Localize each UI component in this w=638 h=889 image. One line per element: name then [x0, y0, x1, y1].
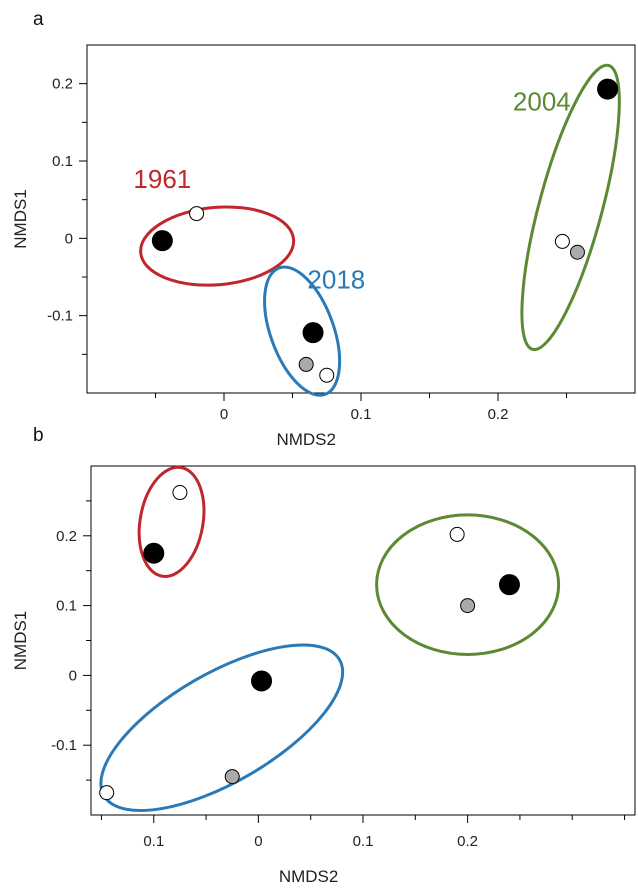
y-tick-label: 0 — [65, 230, 73, 247]
x-tick-label: 0.1 — [351, 406, 372, 423]
panel-letter: a — [33, 9, 44, 30]
point-gray — [224, 769, 240, 785]
point-black — [597, 78, 619, 100]
group-label: 1961 — [133, 164, 191, 194]
y-tick-label: -0.1 — [47, 308, 73, 325]
point-black — [498, 574, 520, 596]
y-axis-title: NMDS1 — [11, 189, 30, 249]
confidence-ellipse — [375, 513, 561, 656]
y-tick-label: 0.2 — [56, 528, 77, 545]
point-black — [151, 230, 173, 252]
panel-letter: b — [33, 425, 44, 446]
group-3 — [375, 513, 561, 656]
confidence-ellipse — [99, 643, 345, 812]
y-tick-label: 0 — [69, 667, 77, 684]
x-tick-label: 0 — [220, 406, 228, 423]
point-white — [189, 206, 205, 222]
confidence-ellipse — [520, 63, 621, 352]
point-black — [302, 322, 324, 344]
x-axis-title: NMDS2 — [276, 430, 336, 449]
confidence-ellipse — [139, 205, 296, 287]
panel-a: a 0 0.1 0.2 0.2 0.1 0 -0.1 NMDS2 NMDS1 1961 2018 200… — [11, 9, 636, 449]
point-gray — [569, 244, 585, 260]
group-1 — [137, 465, 206, 578]
point-white — [172, 485, 188, 501]
y-tick-label: 0.2 — [52, 76, 73, 93]
x-axis-title: NMDS2 — [279, 867, 339, 886]
confidence-ellipse — [137, 465, 206, 578]
point-white — [554, 233, 570, 249]
group-2004: 2004 — [513, 63, 621, 352]
y-tick-label: 0.1 — [56, 598, 77, 615]
y-tick-label: 0.1 — [52, 153, 73, 170]
x-tick-label: 0.2 — [488, 406, 509, 423]
group-label: 2004 — [513, 87, 571, 117]
y-axis-title: NMDS1 — [11, 611, 30, 671]
point-white — [449, 526, 465, 542]
point-black — [143, 542, 165, 564]
x-tick-label: 0 — [254, 833, 262, 850]
point-white — [319, 367, 335, 383]
point-gray — [298, 356, 314, 372]
group-2018: 2018 — [263, 265, 365, 397]
point-white — [99, 785, 115, 801]
panel-b: b 0.1 0 0.1 0.2 0.2 0.1 0 -0.1 NMDS2 NMDS1 — [11, 425, 636, 886]
point-black — [251, 670, 273, 692]
x-tick-label: 0.1 — [143, 833, 164, 850]
point-gray — [460, 598, 476, 614]
group-1961: 1961 — [133, 164, 296, 287]
confidence-ellipse — [263, 265, 342, 397]
group-2 — [99, 643, 345, 812]
y-tick-label: -0.1 — [51, 737, 77, 754]
group-label: 2018 — [307, 265, 365, 295]
x-tick-label: 0.1 — [353, 833, 374, 850]
plot-frame — [90, 465, 636, 816]
x-tick-label: 0.2 — [457, 833, 478, 850]
